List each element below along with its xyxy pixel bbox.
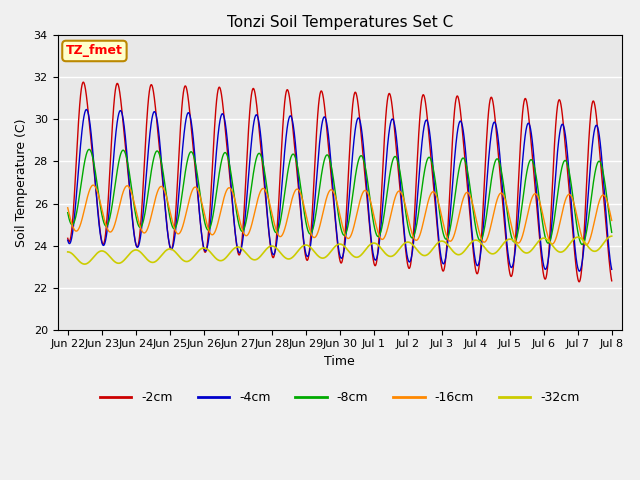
-2cm (418, 97, 426, 103)
-2cm (79, 79, 87, 85)
X-axis label: Time: Time (324, 355, 355, 368)
-4cm (470, 247, 477, 252)
-2cm (511, 243, 519, 249)
-8cm (579, 241, 586, 247)
Line: -8cm: -8cm (68, 149, 612, 244)
-16cm (163, 194, 170, 200)
-4cm (608, 266, 616, 272)
-4cm (390, 120, 398, 125)
-16cm (390, 198, 398, 204)
-4cm (272, 246, 280, 252)
-4cm (64, 237, 72, 243)
-16cm (608, 217, 616, 223)
Line: -16cm: -16cm (68, 185, 612, 245)
-32cm (390, 252, 398, 258)
-2cm (163, 220, 170, 226)
-16cm (64, 205, 72, 211)
-16cm (418, 227, 426, 232)
-32cm (272, 245, 280, 251)
-32cm (64, 249, 72, 255)
-2cm (390, 121, 398, 127)
-2cm (608, 278, 616, 284)
Text: TZ_fmet: TZ_fmet (66, 45, 123, 58)
-16cm (470, 205, 477, 211)
-2cm (64, 235, 72, 241)
-32cm (511, 240, 519, 245)
-4cm (511, 249, 519, 254)
Line: -2cm: -2cm (68, 82, 612, 282)
Legend: -2cm, -4cm, -8cm, -16cm, -32cm: -2cm, -4cm, -8cm, -16cm, -32cm (95, 386, 584, 409)
-8cm (64, 210, 72, 216)
Title: Tonzi Soil Temperatures Set C: Tonzi Soil Temperatures Set C (227, 15, 453, 30)
-16cm (511, 236, 519, 242)
-32cm (81, 261, 88, 267)
-8cm (163, 194, 170, 200)
-32cm (418, 252, 426, 257)
-32cm (163, 247, 170, 253)
Y-axis label: Soil Temperature (C): Soil Temperature (C) (15, 118, 28, 247)
-16cm (582, 242, 590, 248)
-8cm (608, 229, 616, 235)
-16cm (272, 226, 280, 231)
-16cm (90, 182, 97, 188)
-8cm (272, 229, 280, 235)
-8cm (511, 239, 519, 244)
-8cm (418, 188, 426, 193)
Line: -32cm: -32cm (68, 236, 612, 264)
-4cm (418, 144, 426, 149)
-32cm (608, 233, 616, 239)
-32cm (470, 238, 477, 243)
-4cm (83, 107, 90, 112)
-8cm (390, 155, 398, 160)
-4cm (163, 221, 170, 227)
-8cm (470, 212, 477, 217)
-2cm (272, 243, 280, 249)
-2cm (575, 279, 583, 285)
-4cm (575, 268, 583, 274)
Line: -4cm: -4cm (68, 109, 612, 271)
-2cm (470, 253, 477, 259)
-8cm (85, 146, 93, 152)
